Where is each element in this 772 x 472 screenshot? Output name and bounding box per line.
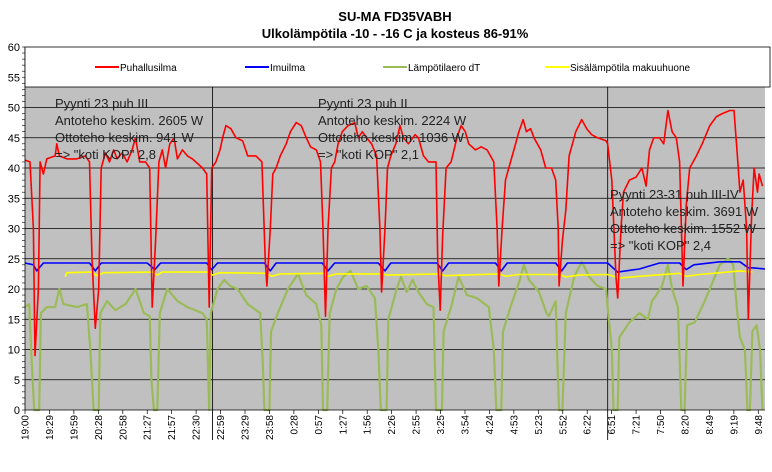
x-tick-label: 3:54 <box>460 415 471 435</box>
x-tick-label: 21:27 <box>143 415 154 440</box>
y-axis: 0 5 10 15 20 25 30 35 40 45 50 55 60 <box>8 42 26 417</box>
annotation-line: Ottoteho keskim. 941 W <box>55 130 194 145</box>
annotation-line: Ottoteho keskim. 1552 W <box>610 221 757 236</box>
annotation-line: Antoteho keskim. 2224 W <box>318 113 467 128</box>
series-line-imuilma <box>24 261 766 273</box>
x-tick-label: 4:24 <box>485 415 496 435</box>
y-tick-label: 60 <box>8 42 20 54</box>
annotation-line: Pyynti 23 puh III <box>55 96 148 111</box>
x-tick-label: 19:00 <box>21 415 32 440</box>
x-tick-label: 19:29 <box>45 415 56 440</box>
x-tick-label: 8:20 <box>680 415 691 435</box>
x-tick-label: 23:29 <box>240 415 251 440</box>
x-tick-label: 5:52 <box>558 415 569 435</box>
x-tick-label: 19:59 <box>69 415 80 440</box>
x-tick-label: 2:26 <box>387 415 398 435</box>
annotation-line: Antoteho keskim. 3691 W <box>610 204 759 219</box>
annotation-line: Antoteho keskim. 2605 W <box>55 113 204 128</box>
x-tick-label: 2:55 <box>412 415 423 435</box>
series-line-puhallusilma <box>24 109 764 357</box>
annotation-line: Pyynti 23-31 puh III-IV <box>610 187 739 202</box>
x-tick-label: 9:19 <box>729 415 740 435</box>
y-tick-label: 50 <box>8 103 20 115</box>
x-tick-label: 20:58 <box>118 415 129 440</box>
chart-title: SU-MA FD35VABH <box>338 9 451 24</box>
legend-label: Puhallusilma <box>120 63 177 74</box>
y-tick-label: 0 <box>14 405 20 417</box>
x-tick-label: 3:25 <box>436 415 447 435</box>
x-tick-label: 7:50 <box>656 415 667 435</box>
y-tick-label: 15 <box>8 314 20 326</box>
x-tick-label: 0:28 <box>289 415 300 435</box>
series-line-lämpötilaero-dt <box>24 257 764 412</box>
x-tick-label: 0:57 <box>314 415 325 435</box>
legend: Puhallusilma Imuilma Lämpötilaero dT Sisälä… <box>24 46 771 88</box>
x-tick-label: 22:30 <box>192 415 203 440</box>
x-tick-label: 1:27 <box>338 415 349 435</box>
series-lines <box>24 109 766 412</box>
y-tick-label: 45 <box>8 133 20 145</box>
x-tick-label: 9:48 <box>754 415 765 435</box>
y-tick-label: 10 <box>8 345 20 357</box>
x-tick-label: 7:21 <box>632 415 643 435</box>
x-tick-label: 4:53 <box>509 415 520 435</box>
y-tick-label: 20 <box>8 284 20 296</box>
y-tick-label: 40 <box>8 163 20 175</box>
annotation-line: => "koti KOP" 2,1 <box>318 147 419 162</box>
legend-label: Lämpötilaero dT <box>408 63 480 74</box>
x-tick-label: 21:57 <box>167 415 178 440</box>
legend-label: Sisälämpötila makuuhuone <box>570 63 691 74</box>
x-tick-label: 6:22 <box>583 415 594 435</box>
y-tick-label: 25 <box>8 254 20 266</box>
y-tick-label: 5 <box>14 375 20 387</box>
annotation-line: Pyynti 23 puh II <box>318 96 408 111</box>
x-tick-label: 8:49 <box>705 415 716 435</box>
x-axis: 19:00 19:29 19:59 20:28 20:58 21:27 21:57 22:30… <box>21 409 765 440</box>
y-tick-label: 30 <box>8 224 20 236</box>
annotation-line: => "koti KOP" 2,4 <box>610 238 711 253</box>
y-tick-label: 55 <box>8 72 20 84</box>
annotation-line: => "koti KOP" 2,8 <box>55 147 156 162</box>
y-tick-label: 35 <box>8 193 20 205</box>
x-tick-label: 20:28 <box>94 415 105 440</box>
x-tick-label: 1:56 <box>363 415 374 435</box>
x-tick-label: 5:23 <box>534 415 545 435</box>
x-tick-label: 23:58 <box>265 415 276 440</box>
annotation-line: Ottoteho keskim. 1036 W <box>318 130 465 145</box>
annotations: Pyynti 23 puh III Antoteho keskim. 2605 W… <box>55 96 759 253</box>
x-tick-label: 6:51 <box>607 415 618 435</box>
x-tick-label: 22:59 <box>216 415 227 440</box>
chart-subtitle: Ulkolämpötila -10 - -16 C ja kosteus 86-… <box>262 26 529 41</box>
legend-label: Imuilma <box>270 63 305 74</box>
